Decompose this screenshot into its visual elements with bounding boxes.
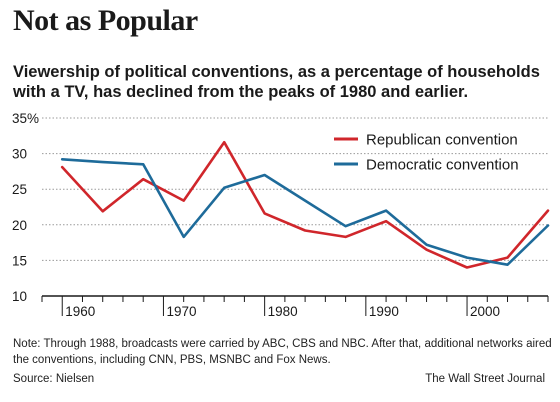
y-tick-label: 30 (12, 147, 27, 162)
grid-lines (42, 117, 548, 261)
y-tick-label: 10 (12, 289, 27, 304)
x-tick-label: 2000 (470, 304, 500, 319)
y-tick-label: 15 (12, 253, 27, 268)
series-lines (60, 140, 550, 269)
chart-title: Not as Popular (13, 4, 198, 37)
axes: 10 15 20 25 30 35% 1960 1970 1980 1990 2000 (12, 111, 549, 319)
democratic-series-line (60, 158, 550, 267)
y-tick-label: 35% (12, 111, 39, 126)
x-tick-label: 1960 (65, 304, 95, 319)
x-tick-label: 1990 (369, 304, 399, 319)
legend-label: Democratic convention (366, 157, 519, 174)
chart-note: Note: Through 1988, broadcasts were carr… (13, 338, 552, 366)
x-tick-label: 1970 (166, 304, 196, 319)
x-tick-label: 1980 (268, 304, 298, 319)
legend-label: Republican convention (366, 132, 518, 149)
y-tick-label: 25 (12, 182, 27, 197)
y-tick-label: 20 (12, 218, 27, 233)
chart-source: Source: Nielsen (13, 373, 95, 385)
republican-series-line (60, 140, 550, 269)
legend: Republican convention Democratic conventi… (334, 132, 519, 174)
publisher-credit: The Wall Street Journal (425, 373, 545, 385)
chart-subtitle: Viewership of political conventions, as … (13, 63, 540, 101)
